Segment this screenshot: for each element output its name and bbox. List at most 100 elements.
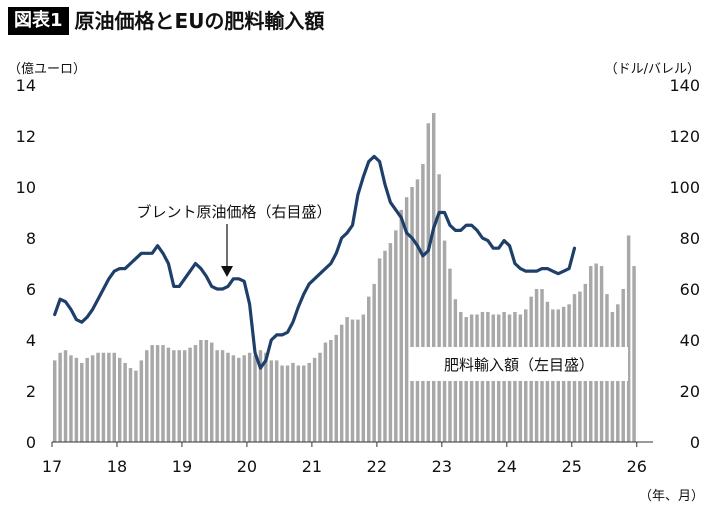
right-tick-label: 120 bbox=[669, 127, 700, 146]
x-tick-label: 20 bbox=[237, 457, 257, 476]
fertilizer-bar bbox=[307, 362, 311, 442]
fertilizer-bar bbox=[345, 317, 349, 442]
fertilizer-bar bbox=[323, 342, 328, 442]
fertilizer-bar bbox=[188, 347, 192, 442]
fertilizer-bar bbox=[182, 350, 187, 442]
fertilizer-bar bbox=[134, 370, 138, 442]
left-tick-label: 10 bbox=[16, 178, 36, 197]
fertilizer-bar bbox=[215, 350, 219, 442]
fertilizer-bar bbox=[312, 357, 317, 442]
fertilizer-bar bbox=[258, 350, 263, 442]
fertilizer-bar bbox=[274, 360, 279, 442]
left-axis-unit: （億ユーロ） bbox=[8, 61, 86, 77]
x-tick-label: 18 bbox=[107, 457, 127, 476]
fertilizer-bar bbox=[377, 258, 382, 442]
annotations: ブレント原油価格（右目盛） 肥料輸入額（左目盛） bbox=[136, 203, 628, 381]
fertilizer-bar bbox=[410, 187, 414, 442]
fertilizer-bar bbox=[632, 266, 636, 442]
fertilizer-bar bbox=[172, 350, 176, 442]
fertilizer-bar bbox=[204, 340, 209, 442]
right-axis-unit: （ドル/バレル） bbox=[605, 62, 700, 77]
right-tick-label: 20 bbox=[680, 382, 700, 401]
brent-price-line bbox=[53, 154, 577, 370]
fertilizer-bar bbox=[231, 355, 236, 442]
x-tick-label: 25 bbox=[562, 457, 582, 476]
fertilizer-bar bbox=[107, 352, 111, 442]
fertilizer-bar bbox=[372, 283, 376, 442]
figure-title-block: 図表1 原油価格とEUの肥料輸入額 bbox=[8, 6, 324, 36]
fertilizer-bar bbox=[139, 360, 144, 442]
fertilizer-bar bbox=[69, 355, 73, 442]
left-tick-label: 4 bbox=[26, 331, 36, 350]
fertilizer-bar bbox=[117, 357, 122, 442]
fertilizer-bar bbox=[339, 324, 344, 442]
fertilizer-bar bbox=[247, 352, 252, 442]
fertilizer-bar bbox=[296, 365, 301, 442]
fertilizer-bar bbox=[426, 123, 431, 442]
fertilizer-bar bbox=[58, 352, 62, 442]
fertilizer-bar bbox=[145, 350, 149, 442]
fertilizer-bar bbox=[367, 296, 371, 442]
fertilizer-bar bbox=[112, 352, 116, 442]
x-tick-label: 17 bbox=[42, 457, 62, 476]
fertilizer-label-box bbox=[410, 347, 628, 381]
fertilizer-bar bbox=[74, 357, 79, 442]
fertilizer-bar bbox=[177, 350, 181, 442]
fertilizer-bar bbox=[302, 365, 306, 442]
fertilizer-bar bbox=[291, 362, 295, 442]
right-tick-label: 0 bbox=[690, 433, 700, 452]
fertilizer-bar bbox=[264, 352, 268, 442]
fertilizer-bar bbox=[155, 345, 160, 442]
fertilizer-bar bbox=[161, 345, 165, 442]
fertilizer-bar bbox=[399, 209, 403, 442]
fertilizer-bar bbox=[63, 350, 68, 442]
fertilizer-bar bbox=[318, 352, 322, 442]
x-tick-label: 26 bbox=[627, 457, 647, 476]
x-tick-label: 21 bbox=[302, 457, 322, 476]
fertilizer-bar bbox=[280, 365, 284, 442]
fertilizer-bar bbox=[199, 340, 203, 442]
fertilizer-bar bbox=[96, 352, 100, 442]
fertilizer-bar bbox=[226, 352, 230, 442]
figure-badge: 図表1 bbox=[8, 7, 69, 35]
left-tick-label: 0 bbox=[26, 433, 36, 452]
right-tick-label: 140 bbox=[669, 76, 700, 95]
fertilizer-bar bbox=[128, 368, 133, 442]
fertilizer-bar bbox=[415, 179, 420, 442]
x-tick-label: 23 bbox=[432, 457, 452, 476]
fertilizer-bar bbox=[350, 319, 355, 442]
fertilizer-bar bbox=[329, 340, 333, 442]
brent-annotation-label: ブレント原油価格（右目盛） bbox=[136, 203, 331, 221]
fertilizer-bar bbox=[404, 197, 409, 442]
left-tick-label: 14 bbox=[16, 76, 36, 95]
fertilizer-bar bbox=[626, 235, 631, 442]
x-tick-label: 24 bbox=[497, 457, 517, 476]
fertilizer-bar bbox=[242, 355, 246, 442]
fertilizer-bar bbox=[123, 362, 127, 442]
fertilizer-bar bbox=[437, 174, 441, 442]
figure-title: 原油価格とEUの肥料輸入額 bbox=[74, 9, 325, 33]
fertilizer-bar bbox=[101, 352, 106, 442]
x-tick-label: 19 bbox=[172, 457, 192, 476]
fertilizer-bar bbox=[253, 355, 257, 442]
fertilizer-bar bbox=[52, 360, 57, 442]
fertilizer-bar bbox=[193, 345, 198, 442]
fertilizer-bar bbox=[394, 230, 398, 442]
left-tick-label: 8 bbox=[26, 229, 36, 248]
right-tick-label: 60 bbox=[680, 280, 700, 299]
right-tick-label: 100 bbox=[669, 178, 700, 197]
x-axis-unit: （年、月） bbox=[639, 489, 704, 504]
fertilizer-bar bbox=[421, 164, 425, 443]
bar-series-fertilizer bbox=[52, 113, 636, 443]
fertilizer-bar bbox=[361, 314, 366, 442]
fertilizer-annotation-label: 肥料輸入額（左目盛） bbox=[444, 356, 594, 374]
fertilizer-bar bbox=[285, 365, 290, 442]
right-tick-label: 80 bbox=[680, 229, 700, 248]
left-tick-label: 2 bbox=[26, 382, 36, 401]
fertilizer-bar bbox=[383, 250, 387, 442]
fertilizer-bar bbox=[80, 362, 84, 442]
fertilizer-bar bbox=[356, 319, 360, 442]
fertilizer-bar bbox=[431, 113, 436, 443]
fertilizer-bar bbox=[90, 355, 95, 442]
